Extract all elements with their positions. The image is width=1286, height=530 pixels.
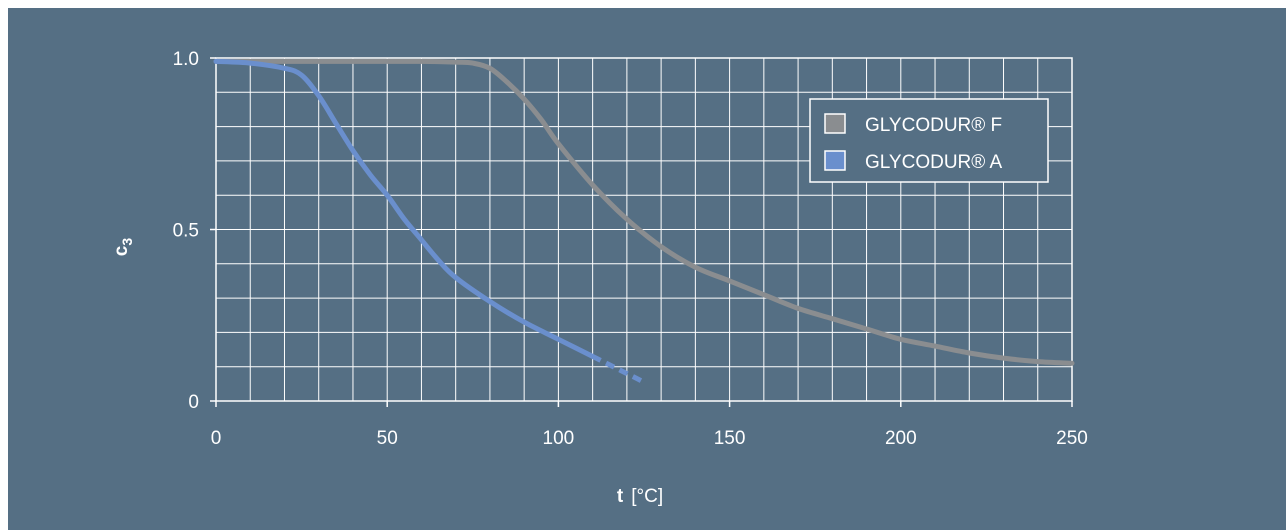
axes [210,57,1073,407]
y-tick-label: 1.0 [173,49,199,70]
x-tick-label: 200 [885,428,917,449]
legend-swatch-glycodur-f [824,113,846,134]
x-tick-label: 250 [1056,428,1088,449]
x-tick-label: 100 [543,428,575,449]
chart-panel [8,8,1286,530]
series-line-glycodur-f [213,58,1075,366]
tick-labels: 0 50 100 150 200 250 0 0.5 1.0 [173,49,1088,449]
legend: GLYCODUR® F GLYCODUR® A [809,98,1049,183]
grid [216,58,1072,401]
legend-box [809,98,1049,183]
x-tick-label: 150 [714,428,746,449]
y-tick-label: 0 [188,392,199,413]
x-axis-title: t [°C] [617,486,663,507]
y-tick-label: 0.5 [173,221,199,242]
x-axis-unit: [°C] [631,486,663,507]
x-tick-label: 0 [211,428,222,449]
legend-label-glycodur-a: GLYCODUR® A [865,152,1003,173]
series-line-glycodur-a [213,58,596,359]
y-axis-symbol: c [111,245,132,256]
legend-label-glycodur-f: GLYCODUR® F [865,115,1002,136]
series-line-glycodur-a-dashed [591,354,646,385]
x-axis-symbol: t [617,486,624,507]
x-tick-label: 50 [377,428,398,449]
y-axis-subscript: 3 [119,238,135,246]
series-layer [213,58,1075,385]
y-axis-title: c3 [111,238,135,257]
legend-swatch-glycodur-a [824,150,846,171]
